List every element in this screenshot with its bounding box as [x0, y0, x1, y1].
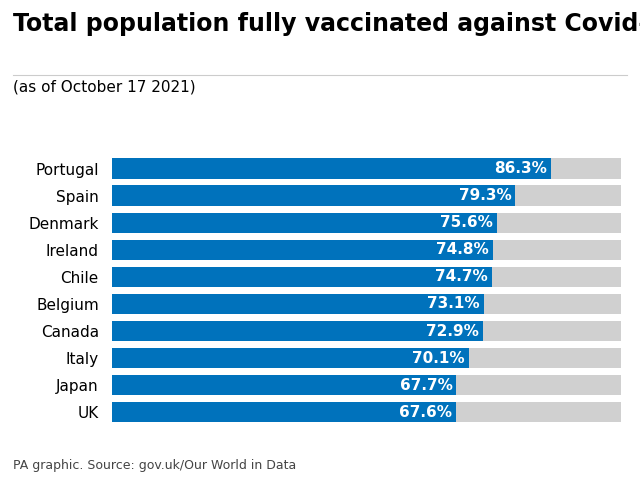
Text: 86.3%: 86.3%	[494, 161, 547, 176]
Text: 75.6%: 75.6%	[440, 215, 493, 230]
Bar	[112, 158, 551, 179]
Bar	[112, 348, 621, 368]
Text: 67.7%: 67.7%	[399, 378, 452, 393]
Bar	[112, 158, 621, 179]
Text: PA graphic. Source: gov.uk/Our World in Data: PA graphic. Source: gov.uk/Our World in …	[13, 459, 296, 472]
Bar	[112, 212, 497, 233]
Bar	[112, 212, 621, 233]
Text: (as of October 17 2021): (as of October 17 2021)	[13, 80, 195, 95]
Bar	[112, 294, 484, 314]
Text: 70.1%: 70.1%	[412, 350, 465, 365]
Bar	[112, 240, 621, 260]
Bar	[112, 294, 621, 314]
Text: 72.9%: 72.9%	[426, 323, 479, 338]
Text: 74.8%: 74.8%	[436, 242, 488, 257]
Bar	[112, 402, 621, 423]
Bar	[112, 240, 493, 260]
Text: Total population fully vaccinated against Covid-19: Total population fully vaccinated agains…	[13, 12, 640, 36]
Bar	[112, 402, 456, 423]
Bar	[112, 267, 492, 287]
Text: 74.7%: 74.7%	[435, 270, 488, 285]
Text: 79.3%: 79.3%	[459, 188, 511, 203]
Bar	[112, 348, 468, 368]
Bar	[112, 185, 621, 206]
Text: 73.1%: 73.1%	[428, 296, 480, 311]
Bar	[112, 375, 621, 395]
Bar	[112, 321, 483, 341]
Bar	[112, 267, 621, 287]
Text: 67.6%: 67.6%	[399, 405, 452, 420]
Bar	[112, 185, 515, 206]
Bar	[112, 321, 621, 341]
Bar	[112, 375, 456, 395]
